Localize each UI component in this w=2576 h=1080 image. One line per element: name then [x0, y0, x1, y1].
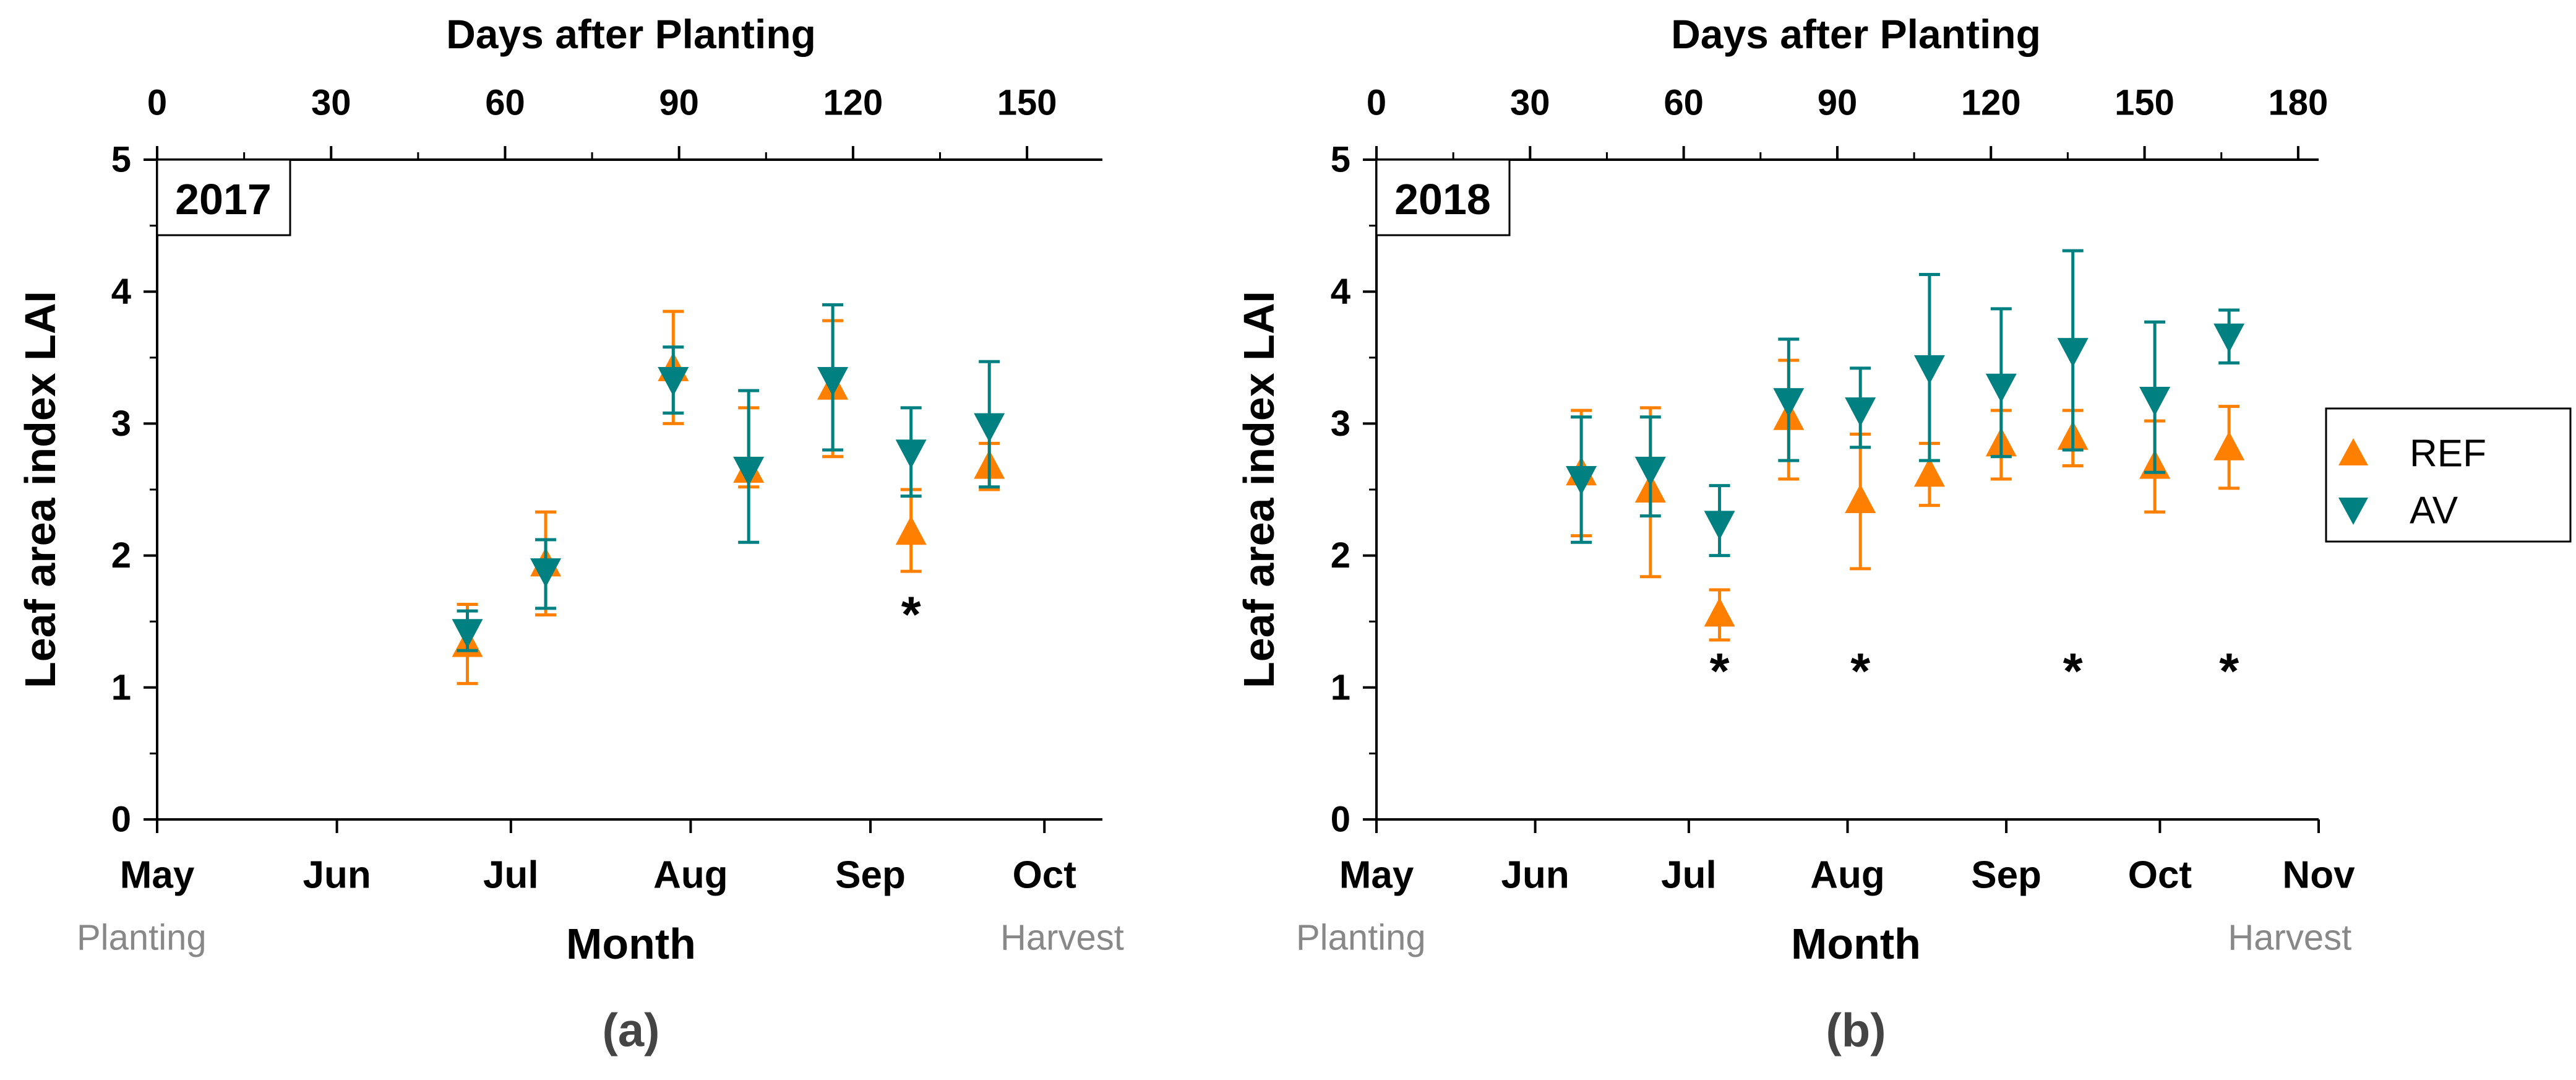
y-tick-label: 0: [111, 800, 131, 840]
legend-av-marker: [2338, 498, 2368, 525]
legend-av-label: AV: [2410, 490, 2458, 532]
panel-label: (a): [603, 1004, 660, 1057]
month-tick-label: Aug: [653, 854, 728, 897]
series-av: [452, 303, 1005, 652]
month-tick-label: May: [1339, 854, 1414, 897]
data-point-av: [974, 413, 1005, 443]
data-point-ref: [1704, 597, 1735, 627]
top-x-tick-label: 180: [2269, 83, 2329, 123]
year-label-box: [1375, 158, 1511, 236]
significance-marker: *: [2063, 644, 2083, 700]
top-x-tick-label: 150: [2114, 83, 2175, 123]
y-axis-title: Leaf area index LAI: [1235, 291, 1283, 688]
legend-ref-label: REF: [2410, 433, 2486, 475]
y-tick-label: 0: [1331, 800, 1350, 840]
top-x-tick-label: 0: [1367, 83, 1386, 123]
data-point-av: [658, 367, 689, 397]
data-point-av: [1913, 355, 1945, 384]
data-point-av: [530, 558, 562, 588]
top-axis-title: Days after Planting: [446, 11, 816, 57]
top-x-tick-label: 30: [1510, 83, 1550, 123]
y-tick-label: 1: [111, 667, 131, 707]
significance-marker: *: [901, 587, 921, 643]
data-point-ref: [1845, 484, 1876, 514]
month-tick-label: Jul: [1661, 854, 1717, 897]
harvest-note: Harvest: [1000, 918, 1124, 958]
top-x-tick-label: 90: [1818, 83, 1858, 123]
top-x-tick-label: 120: [1961, 83, 2021, 123]
data-point-av: [2213, 323, 2245, 353]
year-label-box: [156, 158, 291, 236]
data-point-av: [817, 367, 849, 397]
panel-label: (b): [1826, 1004, 1886, 1057]
month-tick-label: Jun: [303, 854, 371, 897]
y-tick-label: 4: [1331, 272, 1350, 312]
series-ref: [1566, 358, 2245, 642]
data-point-ref: [895, 516, 927, 545]
series-av: [1566, 249, 2245, 558]
top-x-tick-label: 0: [147, 83, 167, 123]
data-point-av: [895, 439, 927, 469]
y-tick-label: 3: [1331, 404, 1350, 444]
y-tick-label: 5: [111, 140, 131, 180]
year-label: 2018: [1394, 175, 1491, 223]
month-tick-label: Nov: [2282, 854, 2355, 897]
data-point-av: [1634, 457, 1666, 486]
y-axis-title: Leaf area index LAI: [16, 291, 64, 688]
y-tick-label: 2: [1331, 535, 1350, 576]
data-point-av: [2057, 338, 2089, 368]
top-x-tick-label: 30: [311, 83, 351, 123]
top-x-tick-label: 60: [485, 83, 525, 123]
data-point-av: [1773, 388, 1805, 418]
y-tick-label: 2: [111, 535, 131, 576]
month-tick-label: Jun: [1501, 854, 1569, 897]
data-point-av: [733, 457, 765, 486]
month-tick-label: Oct: [2128, 854, 2192, 897]
year-label: 2017: [175, 175, 272, 223]
data-point-av: [1845, 397, 1876, 427]
data-point-ref: [2213, 431, 2245, 460]
legend: REF AV: [2325, 407, 2572, 543]
top-x-tick-label: 150: [997, 83, 1057, 123]
data-point-av: [452, 619, 483, 649]
legend-ref-marker: [2338, 438, 2368, 465]
significance-marker: *: [2219, 644, 2239, 700]
top-x-tick-label: 90: [659, 83, 699, 123]
significance-marker: *: [1850, 644, 1870, 700]
x-axis-title: Month: [566, 920, 696, 968]
data-point-av: [1566, 465, 1597, 495]
x-axis-title: Month: [1791, 920, 1921, 968]
month-tick-label: Oct: [1013, 854, 1076, 897]
data-point-av: [2139, 387, 2171, 417]
y-tick-label: 1: [1331, 667, 1350, 707]
harvest-note: Harvest: [2228, 918, 2351, 958]
month-tick-label: Aug: [1810, 854, 1885, 897]
month-tick-label: Sep: [1971, 854, 2041, 897]
planting-note: Planting: [1296, 918, 1426, 958]
significance-marker: *: [1710, 644, 1730, 700]
series-ref: [452, 309, 1005, 685]
data-point-av: [1704, 511, 1735, 540]
y-tick-label: 4: [111, 272, 131, 312]
top-x-tick-label: 60: [1664, 83, 1704, 123]
data-point-ref: [1913, 457, 1945, 487]
month-tick-label: Jul: [483, 854, 539, 897]
top-axis-title: Days after Planting: [1671, 11, 2041, 57]
month-tick-label: May: [120, 854, 195, 897]
legend-frame: [2325, 407, 2572, 543]
data-point-av: [1985, 373, 2017, 403]
month-tick-label: Sep: [835, 854, 906, 897]
y-tick-label: 5: [1331, 140, 1350, 180]
top-x-tick-label: 120: [823, 83, 883, 123]
planting-note: Planting: [77, 918, 207, 958]
y-tick-label: 3: [111, 404, 131, 444]
